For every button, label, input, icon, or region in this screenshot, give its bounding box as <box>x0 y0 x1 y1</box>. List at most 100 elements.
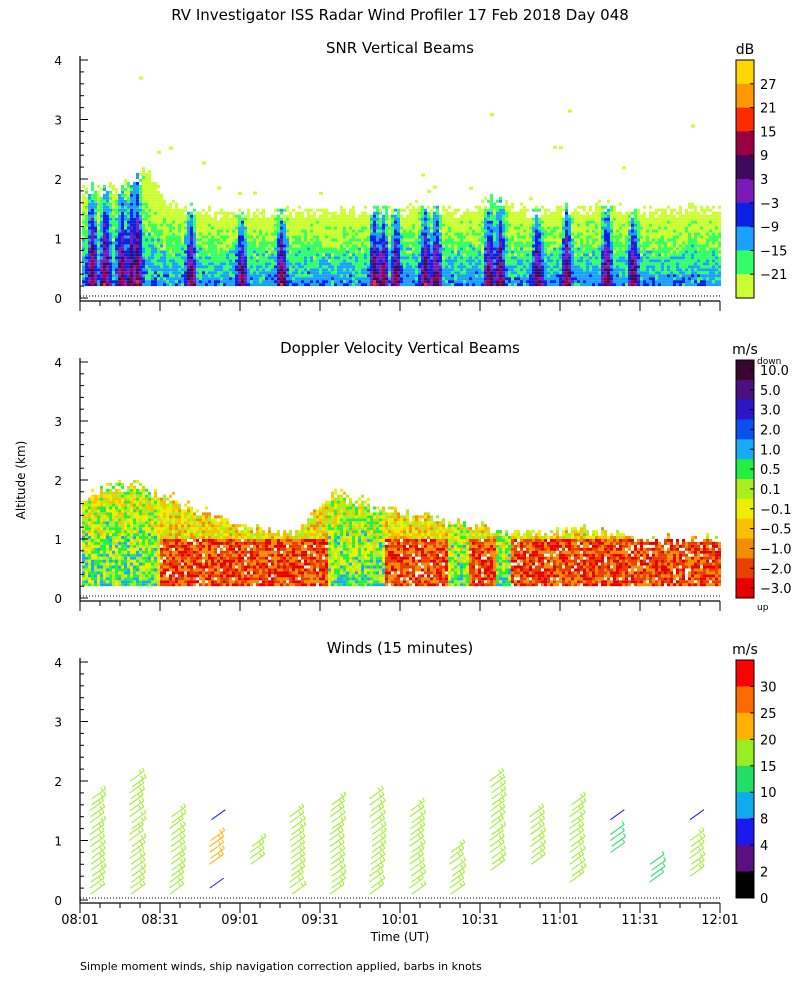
snr-cell <box>178 274 181 278</box>
snr-cell <box>571 211 574 215</box>
snr-cell <box>568 277 571 281</box>
snr-cell <box>82 211 85 215</box>
snr-cell <box>508 283 511 287</box>
snr-cell <box>208 274 211 278</box>
snr-cell <box>574 232 577 236</box>
snr-cell <box>133 250 136 254</box>
snr-cell <box>631 253 634 257</box>
snr-cell <box>343 274 346 278</box>
snr-cell <box>139 193 142 197</box>
snr-cell <box>319 250 322 254</box>
snr-cell <box>475 241 478 245</box>
snr-cell <box>610 259 613 263</box>
snr-cell <box>547 241 550 245</box>
snr-cell <box>214 262 217 266</box>
snr-cell <box>628 274 631 278</box>
snr-cell <box>568 247 571 251</box>
snr-cell <box>577 283 580 287</box>
snr-cell <box>430 256 433 260</box>
snr-cell <box>559 220 562 224</box>
snr-cell <box>427 253 430 257</box>
snr-cell <box>622 262 625 266</box>
snr-cell <box>106 247 109 251</box>
snr-cell <box>295 235 298 239</box>
snr-cell <box>274 277 277 281</box>
snr-cell <box>397 262 400 266</box>
snr-cell <box>553 217 556 221</box>
snr-cell <box>601 250 604 254</box>
snr-cell <box>337 268 340 272</box>
snr-cell <box>133 232 136 236</box>
snr-cell <box>280 265 283 269</box>
snr-cell <box>421 208 424 212</box>
snr-cell <box>178 250 181 254</box>
snr-cell <box>418 262 421 266</box>
snr-cell <box>556 235 559 239</box>
snr-cell <box>259 268 262 272</box>
snr-cell <box>598 253 601 257</box>
snr-cell <box>184 217 187 221</box>
snr-cell <box>139 271 142 275</box>
snr-cell <box>202 277 205 281</box>
snr-cell <box>376 232 379 236</box>
snr-cell <box>145 211 148 215</box>
snr-cell <box>577 274 580 278</box>
snr-cell <box>262 211 265 215</box>
snr-cell <box>415 214 418 218</box>
snr-cell <box>532 232 535 236</box>
snr-cell <box>568 235 571 239</box>
snr-cell <box>292 274 295 278</box>
snr-cell <box>496 235 499 239</box>
snr-cell <box>421 173 425 177</box>
snr-cell <box>316 238 319 242</box>
snr-cell <box>373 205 376 209</box>
snr-cell <box>610 271 613 275</box>
snr-cell <box>115 259 118 263</box>
snr-cell <box>238 250 241 254</box>
snr-cell <box>415 223 418 227</box>
snr-cell <box>580 265 583 269</box>
snr-cell <box>130 262 133 266</box>
snr-cell <box>538 268 541 272</box>
snr-cell <box>151 280 154 284</box>
snr-cell <box>442 265 445 269</box>
snr-cell <box>274 208 277 212</box>
snr-cell <box>574 265 577 269</box>
snr-cell <box>397 256 400 260</box>
snr-cell <box>148 241 151 245</box>
snr-cell <box>265 259 268 263</box>
snr-cell <box>157 196 160 200</box>
snr-cell <box>88 193 91 197</box>
snr-cell <box>613 265 616 269</box>
snr-cell <box>625 220 628 224</box>
snr-cell <box>490 220 493 224</box>
snr-cell <box>445 235 448 239</box>
snr-cell <box>298 253 301 257</box>
snr-cell <box>157 238 160 242</box>
snr-cell <box>238 256 241 260</box>
snr-cell <box>268 256 271 260</box>
snr-cell <box>628 232 631 236</box>
snr-cell <box>568 220 571 224</box>
snr-cell <box>118 193 121 197</box>
snr-cell <box>298 259 301 263</box>
snr-cell <box>97 199 100 203</box>
snr-cell <box>538 265 541 269</box>
snr-cell <box>406 244 409 248</box>
snr-cell <box>460 259 463 263</box>
snr-cell <box>598 220 601 224</box>
snr-cell <box>94 199 97 203</box>
snr-cell <box>130 229 133 233</box>
snr-cell <box>163 202 166 206</box>
snr-cell <box>415 235 418 239</box>
snr-cell <box>451 226 454 230</box>
snr-cell <box>508 238 511 242</box>
snr-cell <box>328 262 331 266</box>
snr-cell <box>385 241 388 245</box>
snr-cell <box>232 268 235 272</box>
snr-cell <box>499 259 502 263</box>
snr-cell <box>532 256 535 260</box>
snr-cell <box>148 262 151 266</box>
snr-cell <box>547 217 550 221</box>
snr-cell <box>613 211 616 215</box>
